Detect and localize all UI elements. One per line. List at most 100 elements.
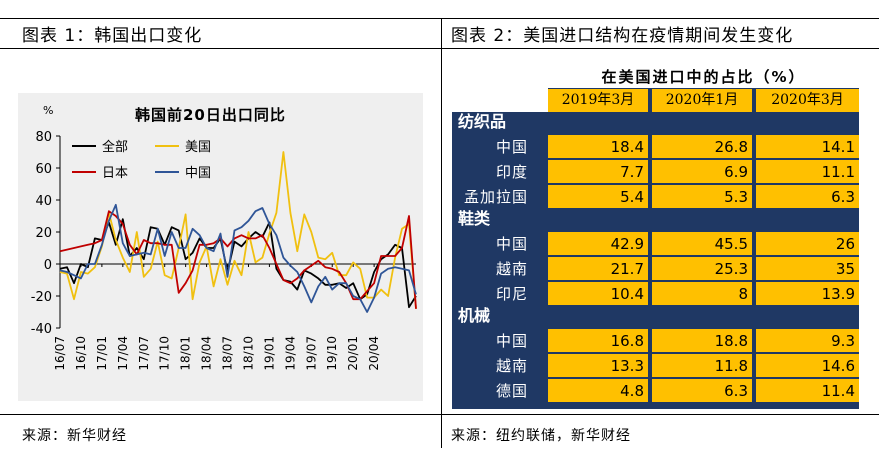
table-column-header-2: 2020年3月	[771, 92, 844, 108]
y-tick-label-5: 60	[35, 162, 52, 177]
table-cell-2-1-0: 13.3	[610, 357, 644, 375]
table-cell-2-0-1: 18.8	[714, 332, 748, 350]
table-cell-0-0-2: 14.1	[821, 138, 855, 156]
top-rule	[0, 18, 879, 19]
table-cell-bg-1-1-0	[548, 257, 648, 280]
bottom-rule	[0, 414, 879, 415]
legend-label-3: 中国	[185, 166, 211, 181]
table-cell-bg-0-0-1	[652, 135, 752, 158]
table-group-header: 在美国进口中的占比（%）	[601, 68, 806, 86]
table-cell-0-2-1: 5.3	[724, 188, 748, 206]
table-group-header-cell	[548, 66, 859, 88]
table-cell-bg-1-0-2	[756, 232, 859, 255]
header-rule	[0, 48, 879, 49]
table-cell-bg-1-2-0	[548, 282, 648, 305]
table-cell-2-0-2: 9.3	[831, 332, 855, 350]
table-cell-bg-1-0-1	[652, 232, 752, 255]
table-cell-2-1-1: 11.8	[714, 357, 748, 375]
table-row-country-1-1: 越南	[495, 260, 528, 278]
table-cell-bg-0-1-0	[548, 160, 648, 183]
table-cell-0-2-2: 6.3	[831, 188, 855, 206]
table-cell-bg-2-0-1	[652, 329, 752, 352]
table-cell-bg-2-1-2	[756, 354, 859, 377]
y-tick-label-6: 80	[35, 130, 52, 145]
table-column-header-cell-1	[652, 89, 752, 112]
legend-label-0: 全部	[102, 139, 128, 155]
series-line-0	[59, 218, 417, 309]
x-tick-label-10: 19/01	[262, 336, 276, 371]
table-cell-0-1-0: 7.7	[620, 163, 644, 181]
table-cell-bg-1-2-1	[652, 282, 752, 305]
table-cell-2-2-1: 6.3	[724, 382, 748, 400]
table-cell-bg-0-0-2	[756, 135, 859, 158]
table-cell-0-0-0: 18.4	[610, 138, 644, 156]
x-tick-label-4: 17/07	[137, 336, 151, 371]
table-cell-2-0-0: 16.8	[610, 332, 644, 350]
table-cell-bg-2-1-0	[548, 354, 648, 377]
table-cell-bg-0-2-1	[652, 185, 752, 208]
table-section-0: 纺织品	[458, 112, 507, 131]
table-cell-1-1-2: 35	[835, 260, 855, 278]
x-tick-label-7: 18/04	[200, 336, 214, 371]
x-tick-label-8: 18/07	[221, 336, 235, 371]
legend-label-2: 日本	[102, 166, 128, 181]
table-cell-0-1-2: 11.1	[821, 163, 855, 181]
x-tick-label-15: 20/04	[367, 336, 381, 371]
left-panel-header: 图表 1：韩国出口变化	[22, 26, 203, 46]
table-cell-bg-2-2-0	[548, 379, 648, 402]
table-corner-cell	[452, 66, 548, 112]
table-cell-0-0-1: 26.8	[714, 138, 748, 156]
table-cell-bg-0-2-2	[756, 185, 859, 208]
table-cell-1-1-0: 21.7	[610, 260, 644, 278]
y-tick-label-2: 0	[44, 258, 52, 273]
right-panel-source: 来源：纽约联储，新华财经	[451, 428, 631, 444]
right-panel-header: 图表 2：美国进口结构在疫情期间发生变化	[451, 26, 794, 46]
table-row-country-0-1: 印度	[495, 163, 528, 181]
table-row-country-2-0: 中国	[495, 332, 528, 350]
x-tick-label-12: 19/07	[304, 336, 318, 371]
y-tick-label-1: -20	[31, 290, 52, 305]
table-cell-1-2-1: 8	[738, 285, 748, 303]
x-tick-label-11: 19/04	[283, 336, 297, 371]
table-cell-2-2-2: 11.4	[821, 382, 855, 400]
table-cell-bg-2-2-1	[652, 379, 752, 402]
table-cell-bg-1-0-0	[548, 232, 648, 255]
x-tick-label-1: 16/10	[74, 336, 88, 371]
table-section-2: 机械	[458, 306, 491, 325]
x-tick-label-5: 17/10	[158, 336, 172, 371]
table-cell-bg-2-2-2	[756, 379, 859, 402]
table-row-country-1-2: 印尼	[495, 285, 528, 303]
chart-title: 韩国前20日出口同比	[135, 106, 286, 124]
table-cell-1-0-0: 42.9	[610, 235, 644, 253]
x-tick-label-2: 17/01	[95, 336, 109, 371]
table-cell-bg-0-2-0	[548, 185, 648, 208]
y-tick-label-3: 20	[35, 226, 52, 241]
left-panel-source: 来源：新华财经	[22, 428, 127, 444]
chart-background	[18, 93, 423, 401]
table-cell-bg-1-2-2	[756, 282, 859, 305]
table-cell-bg-2-0-0	[548, 329, 648, 352]
table-cell-bg-2-0-2	[756, 329, 859, 352]
x-tick-label-13: 19/10	[325, 336, 339, 371]
x-tick-label-6: 18/01	[179, 336, 193, 371]
table-cell-bg-0-0-0	[548, 135, 648, 158]
table-cell-2-2-0: 4.8	[620, 382, 644, 400]
table-cell-2-1-2: 14.6	[821, 357, 855, 375]
table-row-country-2-1: 越南	[495, 357, 528, 375]
table-row-country-1-0: 中国	[495, 235, 528, 253]
table-cell-bg-1-1-1	[652, 257, 752, 280]
table-section-1: 鞋类	[458, 209, 491, 228]
x-tick-label-14: 20/01	[346, 336, 360, 371]
table-column-header-cell-0	[548, 89, 648, 112]
table-cell-1-0-1: 45.5	[714, 235, 748, 253]
table-cell-bg-0-1-2	[756, 160, 859, 183]
table-cell-1-2-2: 13.9	[821, 285, 855, 303]
x-tick-label-3: 17/04	[116, 336, 130, 371]
table-cell-bg-1-1-2	[756, 257, 859, 280]
table-row-country-0-2: 孟加拉国	[463, 188, 528, 206]
legend-label-1: 美国	[185, 140, 211, 155]
series-line-2	[59, 210, 417, 309]
table-cell-0-2-0: 5.4	[620, 188, 644, 206]
table-column-header-1: 2020年1月	[665, 92, 739, 108]
y-tick-label-4: 40	[35, 194, 52, 209]
